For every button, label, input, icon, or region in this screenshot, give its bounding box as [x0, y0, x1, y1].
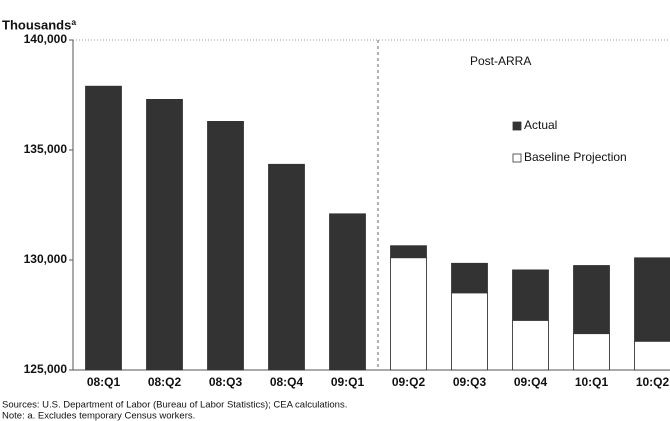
- x-tick-label: 09:Q1: [331, 375, 365, 389]
- bar: [634, 340, 670, 371]
- y-tick-label: 125,000: [24, 362, 68, 376]
- x-tick-label: 09:Q4: [514, 375, 548, 389]
- bar: [207, 121, 244, 371]
- legend-label: Baseline Projection: [524, 150, 627, 164]
- sources: Sources: U.S. Department of Labor (Burea…: [2, 400, 347, 411]
- x-tick-label: 10:Q2: [636, 375, 670, 389]
- bar: [329, 213, 366, 371]
- bar: [512, 320, 549, 371]
- y-axis-label: Thousandsª: [2, 17, 76, 32]
- note: Note: a. Excludes temporary Census worke…: [2, 411, 195, 421]
- bar: [573, 333, 610, 371]
- x-tick-label: 10:Q1: [575, 375, 609, 389]
- bar: [451, 292, 488, 371]
- legend-label: Actual: [524, 118, 557, 132]
- x-tick-label: 08:Q4: [270, 375, 304, 389]
- legend-swatch: [512, 153, 522, 163]
- y-tick-label: 140,000: [24, 32, 68, 46]
- x-tick-label: 08:Q1: [87, 375, 121, 389]
- x-tick-label: 08:Q3: [209, 375, 243, 389]
- x-tick-label: 09:Q3: [453, 375, 487, 389]
- y-tick-label: 135,000: [24, 142, 68, 156]
- x-tick-label: 08:Q2: [148, 375, 182, 389]
- y-tick-label: 130,000: [24, 252, 68, 266]
- legend-swatch: [512, 121, 522, 131]
- bar: [146, 99, 183, 371]
- x-tick-label: 09:Q2: [392, 375, 426, 389]
- bar: [268, 163, 305, 371]
- bar: [390, 257, 427, 371]
- annotation: Post-ARRA: [470, 54, 531, 68]
- bar: [85, 85, 122, 371]
